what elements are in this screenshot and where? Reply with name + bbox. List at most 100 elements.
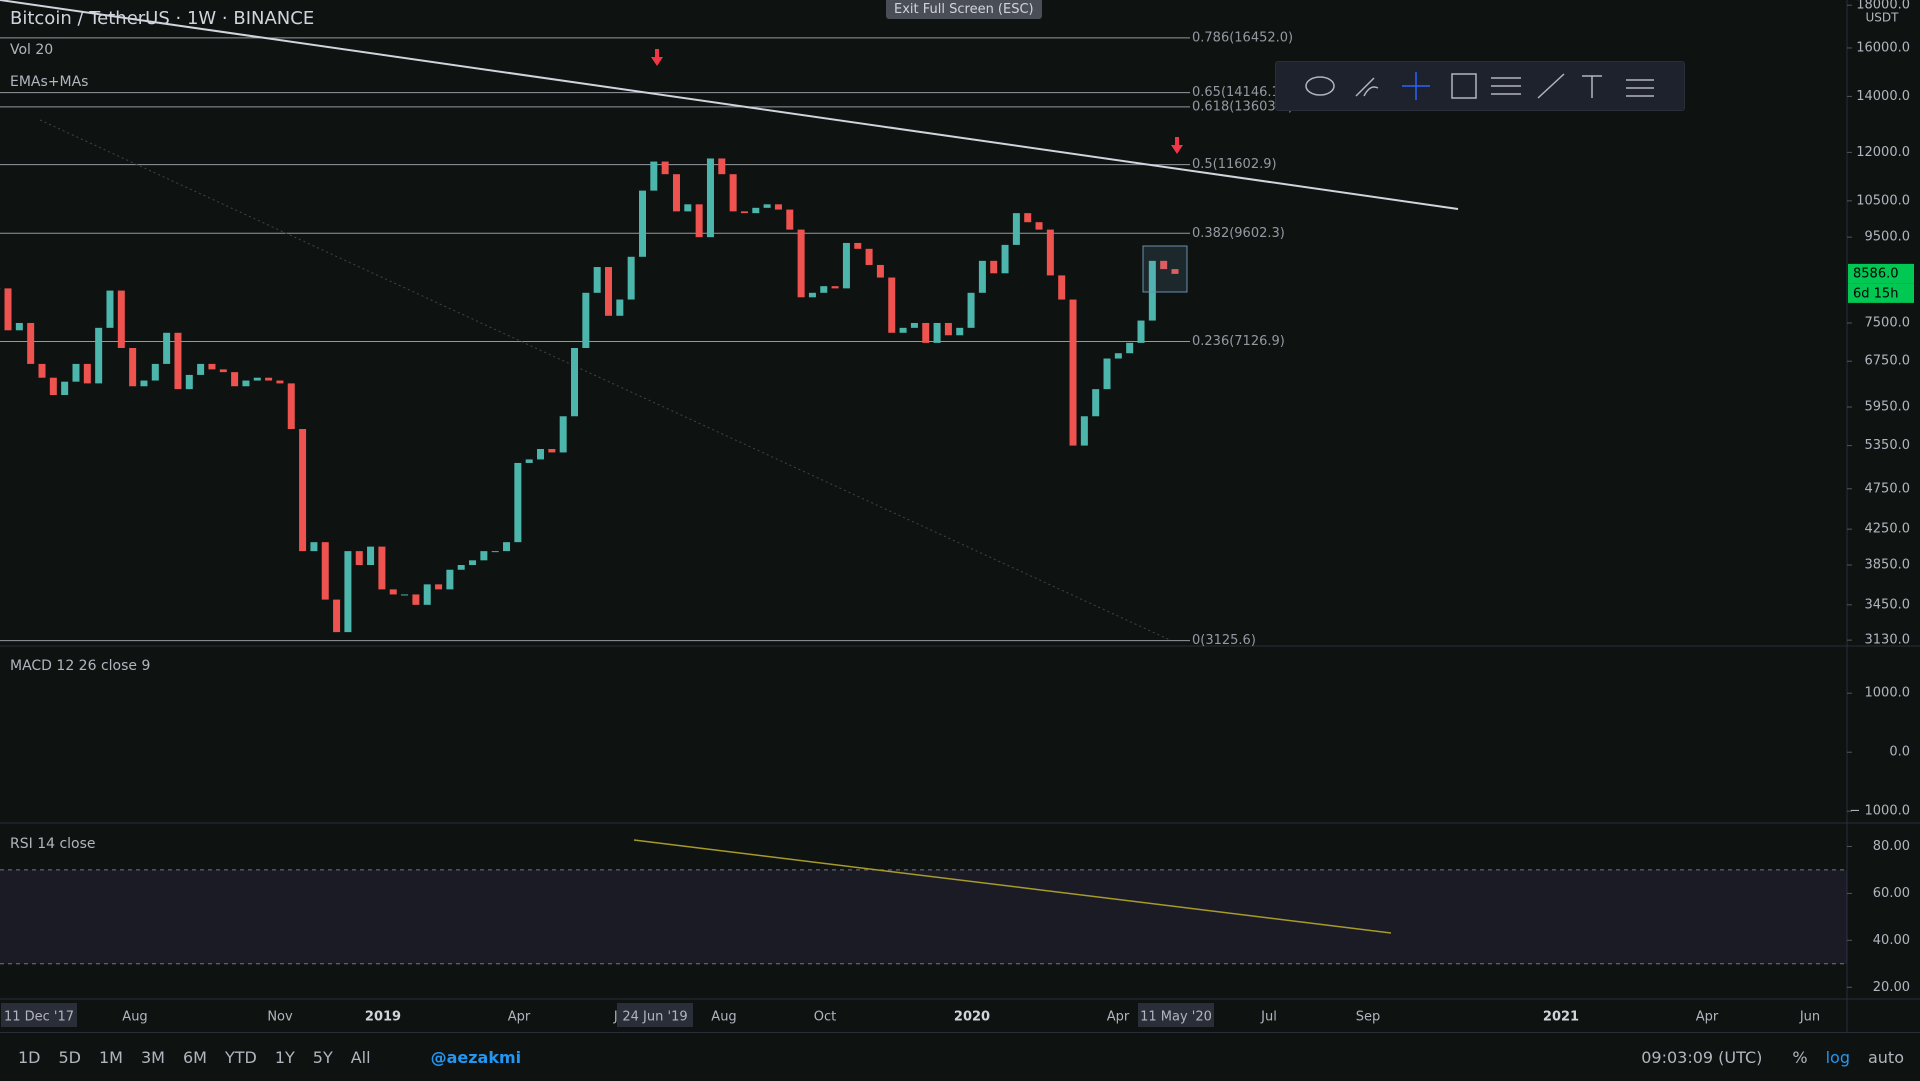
fib-label: 0.5(11602.9) — [1192, 157, 1277, 172]
percent-toggle[interactable]: % — [1792, 1048, 1807, 1067]
candle — [39, 364, 46, 378]
candle — [650, 162, 657, 191]
time-label: Apr — [1107, 1010, 1130, 1025]
time-label: 24 Jun '19 — [622, 1010, 687, 1025]
time-label: 11 May '20 — [1140, 1010, 1212, 1025]
candle — [469, 560, 476, 565]
drawing-toolbar — [1275, 61, 1685, 111]
candle — [412, 594, 419, 604]
time-label: Jun — [1799, 1010, 1820, 1025]
candle — [378, 547, 385, 590]
candle — [775, 204, 782, 209]
candle — [1104, 359, 1111, 390]
candle — [877, 265, 884, 278]
candle — [152, 364, 159, 381]
candle — [526, 459, 533, 463]
candle — [1024, 213, 1031, 222]
candle — [118, 291, 125, 348]
candle — [84, 364, 91, 383]
y-tick-label: 3850.0 — [1865, 558, 1911, 573]
candle — [254, 378, 261, 381]
range-button[interactable]: 5Y — [313, 1048, 333, 1067]
range-button[interactable]: 3M — [141, 1048, 165, 1067]
time-label: Nov — [267, 1010, 293, 1025]
candle — [163, 333, 170, 364]
candle — [5, 288, 12, 330]
candle — [718, 158, 725, 174]
y-tick-label: 5350.0 — [1865, 438, 1911, 453]
candle — [662, 162, 669, 175]
arrow-marker — [1171, 137, 1183, 154]
range-button[interactable]: All — [351, 1048, 371, 1067]
y-tick-label: 9500.0 — [1865, 230, 1911, 245]
time-label: Aug — [122, 1010, 147, 1025]
clock: 09:03:09 (UTC) — [1641, 1048, 1762, 1067]
candle — [299, 429, 306, 551]
candle — [514, 463, 521, 542]
candle — [786, 210, 793, 230]
y-tick-label: 5950.0 — [1865, 400, 1911, 415]
candle — [764, 204, 771, 208]
y-tick-label: 16000.0 — [1856, 40, 1910, 55]
candle — [265, 378, 272, 381]
rsi-tick-label: 40.00 — [1873, 933, 1910, 948]
candle — [922, 323, 929, 343]
macd-tick-label: − 1000.0 — [1849, 804, 1910, 819]
symbol-title: Bitcoin / TetherUS · 1W · BINANCE — [10, 8, 314, 29]
candle — [1126, 343, 1133, 353]
candle — [356, 551, 363, 565]
time-label: 2020 — [954, 1010, 990, 1025]
y-tick-label: 3130.0 — [1865, 633, 1911, 648]
macd-tick-label: 1000.0 — [1865, 686, 1911, 701]
ma-label: EMAs+MAs — [10, 74, 88, 90]
candle — [809, 293, 816, 297]
range-button[interactable]: 1Y — [275, 1048, 295, 1067]
candle — [231, 372, 238, 386]
candle — [72, 364, 79, 382]
time-label: Apr — [1696, 1010, 1719, 1025]
time-label: 2019 — [365, 1010, 401, 1025]
candle — [288, 383, 295, 429]
y-tick-label: 6750.0 — [1865, 354, 1911, 369]
candle — [1092, 389, 1099, 416]
range-button[interactable]: 6M — [183, 1048, 207, 1067]
fib-label: 0.786(16452.0) — [1192, 30, 1293, 45]
selection-box — [1143, 246, 1187, 292]
rsi-tick-label: 20.00 — [1873, 980, 1910, 995]
candle — [990, 261, 997, 273]
candle — [911, 323, 918, 328]
range-button[interactable]: 5D — [59, 1048, 82, 1067]
candle — [174, 333, 181, 389]
candle — [492, 551, 499, 552]
candle — [1058, 275, 1065, 299]
candle — [1081, 416, 1088, 445]
volume-label: Vol 20 — [10, 42, 53, 58]
y-tick-label: 4250.0 — [1865, 522, 1911, 537]
candle — [242, 381, 249, 387]
candle — [979, 261, 986, 293]
range-button[interactable]: 1D — [18, 1048, 41, 1067]
log-toggle[interactable]: log — [1826, 1048, 1850, 1067]
candle — [1002, 245, 1009, 273]
candle — [673, 174, 680, 211]
candle — [628, 257, 635, 300]
candle — [934, 323, 941, 343]
candle — [1036, 222, 1043, 229]
exit-fullscreen-button[interactable]: Exit Full Screen (ESC) — [886, 0, 1042, 19]
auto-toggle[interactable]: auto — [1868, 1048, 1904, 1067]
time-label: Jul — [1260, 1010, 1277, 1025]
range-button[interactable]: YTD — [225, 1048, 257, 1067]
arrow-marker — [651, 49, 663, 66]
candle — [1013, 213, 1020, 245]
range-button[interactable]: 1M — [99, 1048, 123, 1067]
candle — [424, 584, 431, 604]
y-tick-label: 18000.0 — [1856, 0, 1910, 13]
time-label: 11 Dec '17 — [4, 1010, 74, 1025]
candle — [333, 600, 340, 633]
time-label: 2021 — [1543, 1010, 1579, 1025]
candle — [344, 551, 351, 632]
time-label: Aug — [711, 1010, 736, 1025]
